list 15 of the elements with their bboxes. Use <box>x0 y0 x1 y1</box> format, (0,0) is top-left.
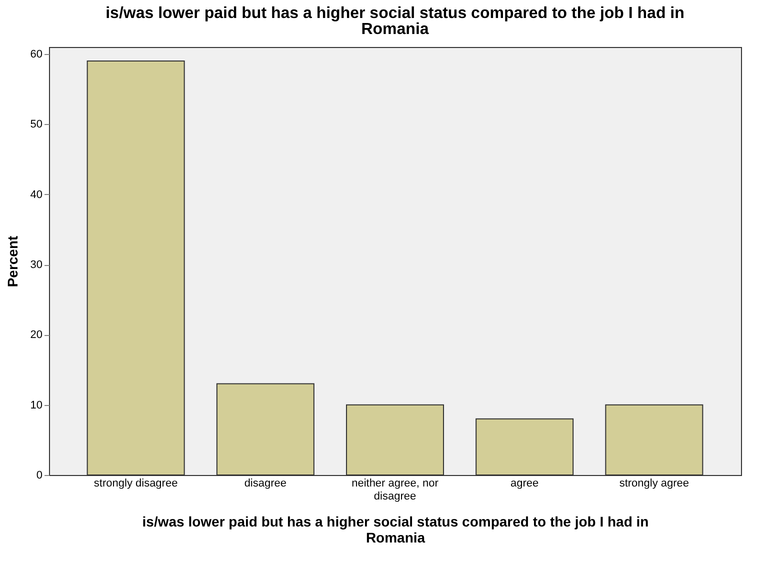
x-tick-label: neither agree, nor disagree <box>352 478 439 502</box>
y-tick-label: 50 <box>30 118 42 131</box>
x-tick-label: strongly disagree <box>94 478 178 490</box>
y-tick-label: 40 <box>30 188 42 201</box>
y-tick-label: 0 <box>36 470 42 482</box>
y-tick-label: 10 <box>30 399 42 412</box>
x-tick-label: strongly agree <box>619 478 690 490</box>
y-tick-label: 60 <box>30 48 42 61</box>
y-axis-title: Percent <box>4 235 20 288</box>
chart-title: is/was lower paid but has a higher social status compared to the job I had in Romania <box>106 5 684 38</box>
y-tick-label: 30 <box>30 259 42 272</box>
x-tick-label: disagree <box>244 478 287 490</box>
x-axis-title: is/was lower paid but has a higher social status compared to the job I had in Romania <box>142 514 649 546</box>
y-tick-label: 20 <box>30 329 42 342</box>
x-tick-label: agree <box>510 478 539 490</box>
